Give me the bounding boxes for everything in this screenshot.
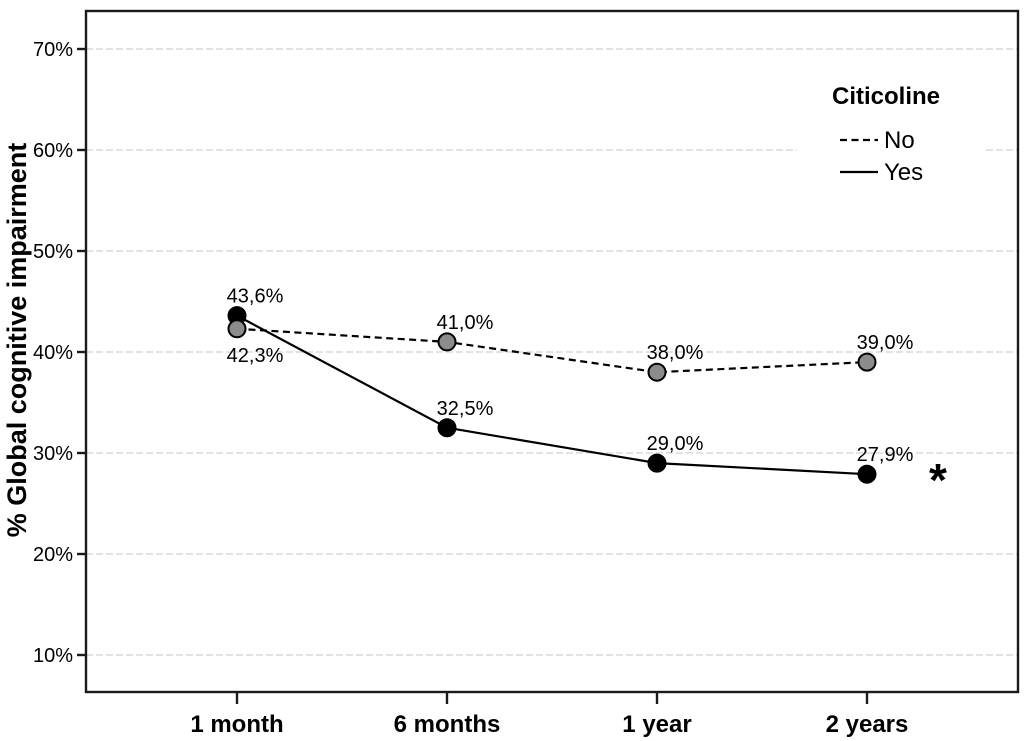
data-point-Yes-1-year [647,453,667,473]
y-tick-label-40%: 40% [33,342,73,364]
legend-title: Citicoline [832,83,940,110]
significance-asterisk: * [929,454,947,506]
y-tick-label-20%: 20% [33,544,73,566]
series-line-No [236,327,868,374]
data-point-No-1-year [647,362,667,382]
data-point-No-2-years [857,352,877,372]
x-tick-label-2-years: 2 years [826,711,909,738]
y-tick-label-30%: 30% [33,443,73,465]
value-label-No-1-year: 38,0% [647,342,704,364]
value-label-Yes-2-years: 27,9% [857,444,914,466]
y-axis-title: % Global cognitive impairment [2,143,32,538]
value-label-No-2-years: 39,0% [857,332,914,354]
data-point-Yes-2-years [857,464,877,484]
y-tick-label-60%: 60% [33,140,73,162]
x-tick-label-1-month: 1 month [190,711,283,738]
data-point-No-1-month [227,319,247,339]
value-label-No-1-month: 42,3% [227,345,284,367]
value-label-Yes-1-month: 43,6% [227,286,284,308]
x-tick-label-1-year: 1 year [622,711,691,738]
x-tick-label-6-months: 6 months [394,711,501,738]
y-tick-label-10%: 10% [33,645,73,667]
legend-entry-label-No: No [884,127,915,154]
data-point-Yes-6-months [437,418,457,438]
legend-entry-label-Yes: Yes [884,159,923,186]
value-label-No-6-months: 41,0% [437,312,494,334]
legend-background [797,66,983,192]
value-label-Yes-1-year: 29,0% [647,433,704,455]
y-tick-label-50%: 50% [33,241,73,263]
value-label-Yes-6-months: 32,5% [437,398,494,420]
data-point-No-6-months [437,332,457,352]
series-line-Yes [236,314,868,476]
y-tick-label-70%: 70% [33,39,73,61]
